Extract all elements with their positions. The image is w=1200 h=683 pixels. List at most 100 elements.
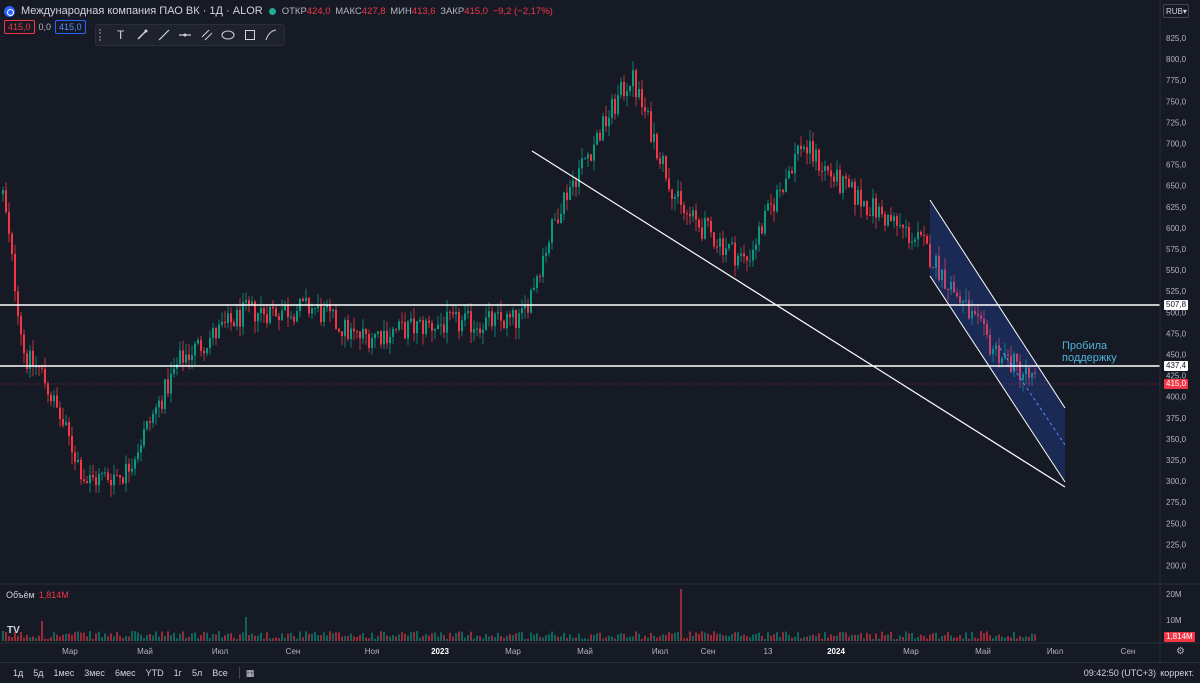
range-ytd-button[interactable]: YTD: [145, 668, 164, 678]
time-axis[interactable]: Мар Май Июл Сен Ноя 2023 Мар Май Июл Сен 13 2024 Мар…: [62, 647, 1135, 656]
volume-bar: [473, 638, 475, 641]
volume-bar: [755, 634, 757, 641]
parallel-channel-tool-icon[interactable]: [197, 26, 217, 44]
text-tool-icon[interactable]: T: [116, 28, 125, 42]
volume-bar: [74, 632, 76, 641]
range-1y-button[interactable]: 1г: [173, 668, 182, 678]
volume-bar: [659, 636, 661, 641]
volume-bar: [242, 632, 244, 641]
volume-bar: [344, 635, 346, 641]
candle-body: [113, 474, 115, 486]
candle-body: [353, 328, 355, 332]
horizontal-line-tool-icon[interactable]: [175, 26, 195, 44]
range-5y-button[interactable]: 5л: [191, 668, 203, 678]
volume-bar: [749, 637, 751, 641]
candle-body: [695, 210, 697, 220]
price-tick-label: 325,0: [1166, 456, 1187, 465]
volume-bar: [875, 633, 877, 641]
candle-body: [854, 181, 856, 205]
tradingview-logo-icon[interactable]: TV: [7, 625, 20, 636]
volume-bar: [368, 638, 370, 641]
currency-select[interactable]: RUB ▾: [1163, 4, 1189, 18]
ellipse-tool-icon[interactable]: [218, 26, 238, 44]
volume-bar: [737, 632, 739, 641]
candle-body: [128, 463, 130, 472]
candle-body: [5, 190, 7, 213]
candle-body: [101, 473, 103, 475]
last-price-badge: 415,0: [1164, 379, 1189, 389]
volume-bar: [788, 634, 790, 641]
trend-line-tool-icon[interactable]: [154, 26, 174, 44]
volume-bar: [290, 632, 292, 641]
candle-body: [134, 459, 136, 469]
candle-body: [272, 306, 274, 309]
candle-body: [755, 244, 757, 250]
candle-body: [998, 345, 1000, 364]
market-status-icon[interactable]: [268, 7, 276, 15]
range-5d-button[interactable]: 5д: [33, 668, 44, 678]
candle-body: [527, 304, 529, 313]
toolbar-separator: [238, 667, 240, 679]
candle-body: [1019, 361, 1021, 380]
candle-body: [803, 147, 805, 149]
candle-body: [275, 308, 277, 317]
range-6m-button[interactable]: 6мес: [114, 668, 136, 678]
candle-body: [743, 253, 745, 257]
trend-line[interactable]: [531, 150, 1066, 488]
candle-body: [476, 328, 478, 330]
descending-channel[interactable]: [930, 200, 1065, 482]
range-1d-button[interactable]: 1д: [13, 668, 24, 678]
clock-display[interactable]: 09:42:50 (UTC+3): [1083, 668, 1156, 678]
volume-bar: [89, 631, 91, 641]
price-tick-label: 300,0: [1166, 477, 1187, 486]
candle-body: [833, 176, 835, 182]
volume-bar: [908, 633, 910, 641]
volume-bar: [38, 635, 40, 641]
volume-bar: [956, 637, 958, 641]
settings-gear-icon[interactable]: ⚙: [1176, 646, 1185, 657]
candle-body: [503, 320, 505, 329]
volume-bar: [233, 637, 235, 641]
path-tool-icon[interactable]: [262, 26, 282, 44]
adjust-toggle[interactable]: коррект.: [1160, 668, 1194, 678]
volume-bar: [989, 635, 991, 641]
volume-bar: [695, 632, 697, 641]
rectangle-tool-icon[interactable]: [240, 26, 260, 44]
candle-body: [197, 339, 199, 344]
volume-bar: [428, 635, 430, 641]
range-3m-button[interactable]: 3мес: [84, 668, 105, 678]
volume-bar: [584, 638, 586, 641]
candle-body: [770, 203, 772, 205]
volume-bar: [578, 633, 580, 641]
toolbar-drag-handle[interactable]: [99, 29, 105, 41]
volume-bar: [356, 636, 358, 641]
volume-bar: [320, 635, 322, 641]
volume-bar: [464, 637, 466, 641]
volume-bar: [962, 638, 964, 641]
brush-tool-icon[interactable]: [132, 26, 152, 44]
candle-body: [413, 318, 415, 334]
volume-bar: [551, 631, 553, 641]
price-axis[interactable]: 825,0 800,0 775,0 750,0 725,0 700,0 675,0 650,0…: [1166, 34, 1187, 625]
symbol-title[interactable]: Международная компания ПАО ВК · 1Д · ALO…: [21, 5, 263, 17]
chart-annotation[interactable]: Пробила поддержку: [1062, 340, 1117, 364]
volume-bar: [8, 636, 10, 641]
volume-bar: [830, 634, 832, 641]
range-all-button[interactable]: Все: [212, 668, 228, 678]
candle-body: [656, 134, 658, 159]
date-range-icon[interactable]: ▦: [245, 667, 255, 678]
sell-price-button[interactable]: 415,0: [4, 20, 35, 34]
candle-body: [440, 324, 442, 326]
volume-bar: [305, 631, 307, 641]
candle-body: [425, 320, 427, 334]
candle-body: [851, 181, 853, 188]
candle-body: [479, 328, 481, 334]
candle-body: [941, 269, 943, 281]
buy-price-button[interactable]: 415,0: [55, 20, 86, 34]
channel-upper-line[interactable]: [929, 199, 1066, 409]
range-1m-button[interactable]: 1мес: [53, 668, 75, 678]
channel-lower-line[interactable]: [929, 275, 1066, 483]
volume-bar: [452, 636, 454, 641]
price-tick-label: 400,0: [1166, 393, 1187, 402]
